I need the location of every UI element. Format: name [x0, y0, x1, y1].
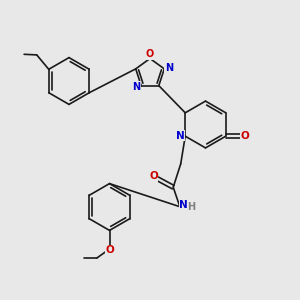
Text: O: O [241, 131, 249, 141]
Text: O: O [146, 49, 154, 59]
Text: N: N [165, 63, 173, 73]
Text: N: N [179, 200, 188, 210]
Text: N: N [176, 130, 184, 141]
Text: O: O [149, 171, 158, 182]
Text: O: O [105, 245, 114, 255]
Text: N: N [133, 82, 141, 92]
Text: H: H [187, 202, 195, 212]
